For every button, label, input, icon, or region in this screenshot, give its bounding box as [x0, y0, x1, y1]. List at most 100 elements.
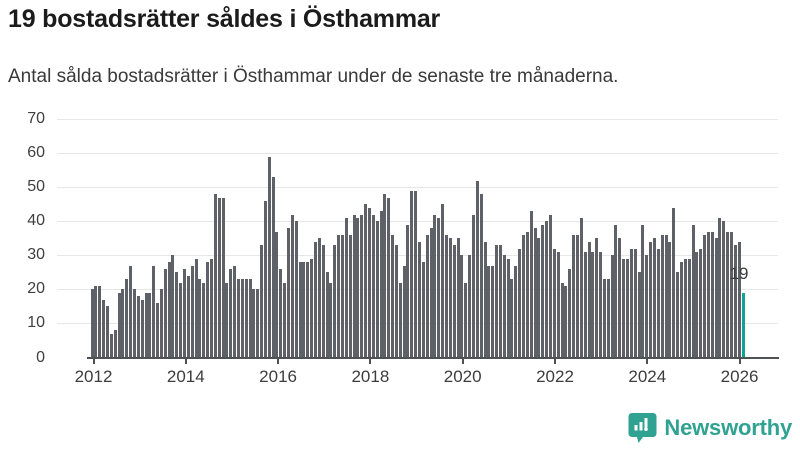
highlighted-bar — [741, 292, 745, 358]
bar — [479, 194, 483, 358]
y-tick-label: 50 — [27, 178, 45, 196]
bar — [498, 245, 502, 358]
bar — [710, 231, 714, 358]
bar — [159, 289, 163, 358]
bar — [371, 214, 375, 358]
bar — [314, 241, 318, 358]
bar — [329, 282, 333, 358]
bar — [186, 275, 190, 358]
x-axis-line — [87, 356, 779, 359]
bar — [171, 255, 175, 358]
x-tick-label: 2024 — [628, 366, 667, 386]
bar — [379, 211, 383, 358]
bar — [587, 241, 591, 358]
bar — [229, 269, 233, 358]
bar — [252, 289, 256, 358]
bar — [452, 245, 456, 358]
gridline — [57, 187, 778, 189]
gridline — [57, 255, 778, 257]
bar — [152, 265, 156, 358]
bar — [699, 248, 703, 358]
bar — [456, 238, 460, 358]
highlight-value-label: 19 — [729, 263, 749, 283]
bar — [263, 200, 267, 358]
bar — [398, 282, 402, 358]
bar — [213, 194, 217, 358]
bar — [109, 333, 113, 358]
bar — [240, 279, 244, 358]
bar — [645, 255, 649, 358]
bar — [106, 306, 109, 358]
bar — [614, 224, 618, 358]
bar — [687, 258, 691, 358]
bar — [310, 258, 314, 358]
bar — [306, 262, 310, 358]
x-tick — [554, 358, 556, 364]
chart-title: 19 bostadsrätter såldes i Östhammar — [8, 5, 441, 33]
bar — [652, 238, 656, 358]
bar — [290, 214, 294, 358]
bar — [190, 265, 194, 358]
bar — [471, 214, 475, 358]
bar — [391, 234, 395, 358]
bar — [129, 265, 133, 358]
bar — [475, 180, 479, 358]
bar — [676, 272, 680, 358]
bar — [206, 262, 210, 358]
newsworthy-logo-text: Newsworthy — [664, 415, 792, 440]
bar — [656, 248, 660, 358]
bar — [298, 262, 302, 358]
gridline — [57, 153, 778, 155]
bar — [737, 241, 741, 358]
bar — [167, 262, 171, 358]
y-tick-label: 20 — [27, 280, 45, 298]
y-tick-label: 40 — [27, 212, 45, 230]
bar — [529, 211, 533, 358]
bar — [140, 299, 144, 358]
bar — [564, 286, 568, 358]
bar — [575, 234, 579, 358]
bar — [367, 207, 371, 358]
x-tick — [92, 358, 95, 364]
bar — [256, 289, 260, 358]
bar — [271, 177, 275, 358]
x-tick — [461, 358, 464, 364]
newsworthy-logo[interactable]: Newsworthy — [628, 412, 792, 444]
bar — [602, 279, 606, 358]
x-tick — [369, 358, 372, 364]
bar — [629, 248, 633, 358]
bar — [679, 262, 683, 358]
bar — [279, 269, 283, 358]
bar — [599, 252, 603, 358]
bar — [163, 269, 167, 358]
newsworthy-icon — [628, 413, 657, 443]
bar — [394, 245, 398, 358]
bar — [579, 217, 583, 358]
bar — [183, 269, 187, 358]
bar — [340, 234, 344, 358]
bar — [233, 265, 237, 358]
bar — [491, 265, 495, 358]
bar — [595, 238, 599, 358]
bar — [483, 241, 487, 358]
bar — [683, 258, 687, 358]
x-tick-label: 2014 — [166, 366, 205, 386]
bar — [560, 282, 564, 358]
bar — [148, 292, 152, 358]
bar — [117, 292, 121, 358]
bar — [98, 286, 102, 358]
bar — [444, 234, 448, 358]
bar — [136, 296, 140, 358]
bar — [591, 252, 595, 358]
bar — [726, 231, 730, 358]
bar — [121, 289, 125, 358]
bar — [502, 255, 506, 358]
y-tick-label: 30 — [27, 246, 45, 264]
bar — [622, 258, 626, 358]
x-tick-label: 2020 — [443, 366, 482, 386]
bar — [221, 197, 225, 358]
bar — [248, 279, 252, 358]
bar — [275, 231, 279, 358]
